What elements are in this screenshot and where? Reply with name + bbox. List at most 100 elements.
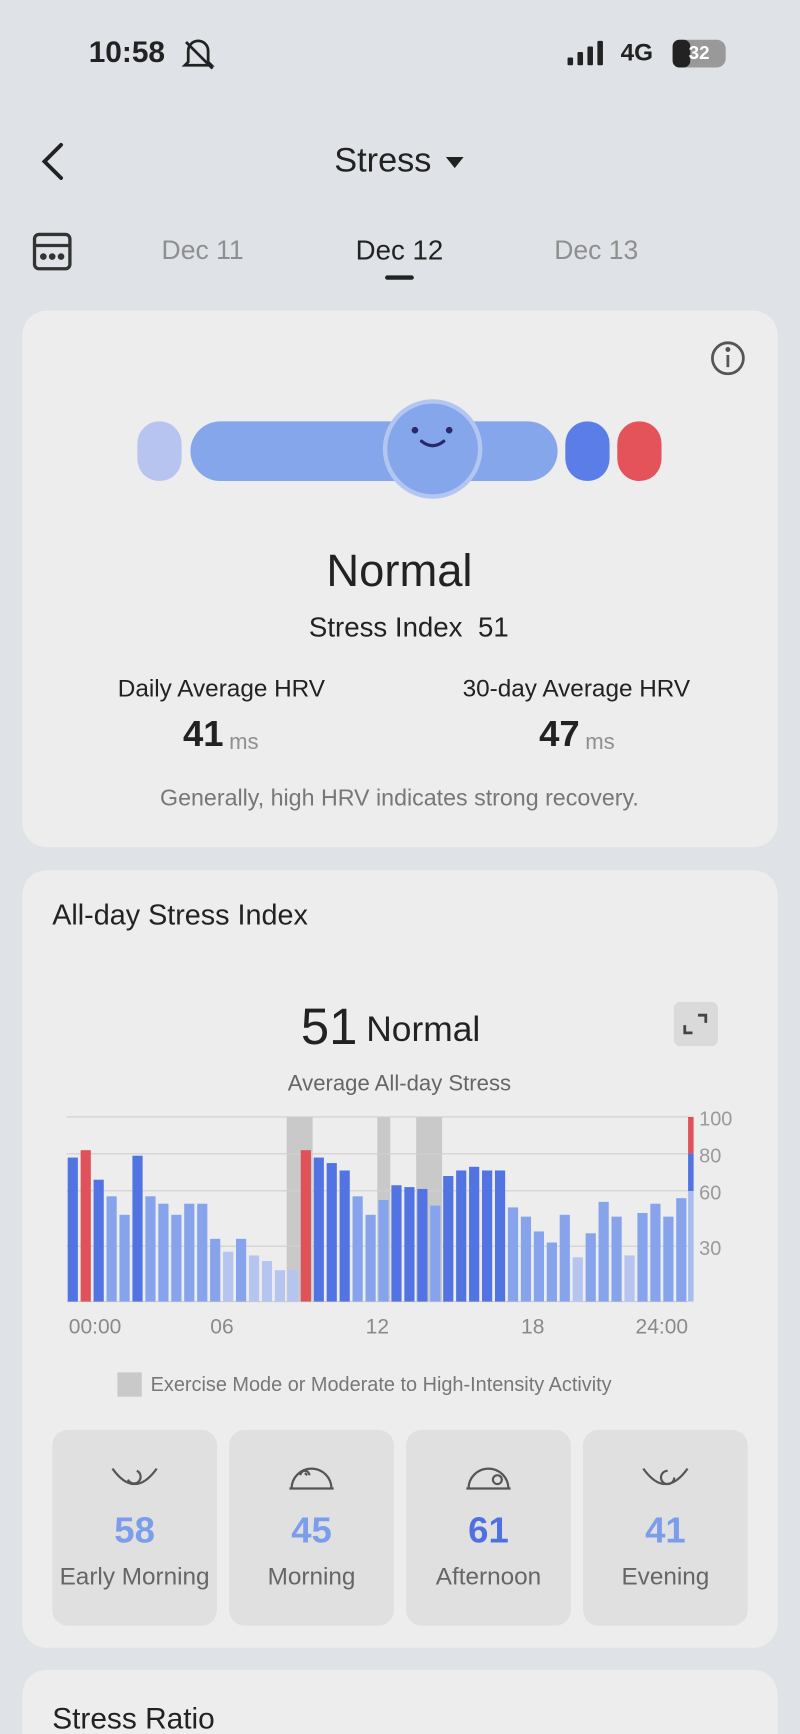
bar [585, 1233, 596, 1302]
bar [676, 1198, 687, 1302]
bar [378, 1200, 389, 1302]
y-tick-label: 100 [699, 1108, 732, 1130]
bar [546, 1242, 557, 1302]
x-tick-label: 24:00 [636, 1316, 689, 1339]
battery-text: 32 [689, 42, 710, 63]
bar [80, 1150, 91, 1302]
period-icon [111, 1467, 158, 1485]
x-tick-label: 12 [366, 1316, 389, 1339]
title-dropdown[interactable] [445, 157, 464, 169]
period-value: 41 [645, 1509, 686, 1550]
bar [171, 1214, 182, 1302]
bar [443, 1176, 454, 1302]
bar [106, 1196, 117, 1302]
chart-subtitle: Average All-day Stress [288, 1071, 511, 1096]
period-label: Afternoon [436, 1563, 541, 1590]
bar [236, 1238, 247, 1302]
bar [611, 1216, 622, 1302]
bar [598, 1201, 609, 1302]
period-tile [583, 1429, 748, 1626]
hrv-unit: ms [229, 729, 258, 754]
stress-index-value: 51 [478, 612, 509, 643]
bar [624, 1255, 635, 1302]
bar [417, 1188, 428, 1302]
plot: 30 60 80 100 00:00 06 12 18 24:00 [66, 1108, 732, 1339]
period-value: 61 [468, 1509, 509, 1550]
x-tick-label: 06 [210, 1316, 233, 1339]
period-tile [52, 1429, 217, 1626]
period-label: Early Morning [60, 1563, 210, 1590]
status-time: 10:58 [89, 36, 165, 69]
x-tick-label: 00:00 [69, 1316, 122, 1339]
ratio-card [22, 1669, 778, 1734]
bar [158, 1203, 169, 1302]
bar [67, 1157, 78, 1302]
bar [520, 1216, 532, 1302]
bar [663, 1216, 674, 1302]
y-tick-label: 80 [699, 1145, 721, 1167]
stress-index-label: Stress Index [309, 612, 463, 643]
bar [313, 1157, 324, 1302]
bar [93, 1179, 104, 1302]
period-tile [229, 1429, 394, 1626]
bar [326, 1163, 337, 1302]
scale-strip [688, 1116, 694, 1302]
bar [482, 1170, 493, 1302]
hrv-label: 30-day Average HRV [463, 675, 691, 702]
bar [469, 1166, 480, 1302]
bar [274, 1270, 286, 1302]
network: 4G [621, 40, 653, 67]
bar [456, 1170, 467, 1302]
bar [430, 1205, 441, 1302]
bar [119, 1214, 130, 1302]
bar [261, 1260, 273, 1302]
bar [352, 1196, 363, 1302]
info-button[interactable] [711, 341, 745, 376]
bar [132, 1155, 143, 1302]
hrv-note: Generally, high HRV indicates strong rec… [160, 785, 639, 811]
legend-swatch [117, 1372, 142, 1397]
period-tile [406, 1429, 571, 1626]
bar [197, 1203, 208, 1302]
section-title: Stress Ratio [52, 1703, 215, 1734]
bar [210, 1238, 221, 1302]
hrv-label: Daily Average HRV [118, 675, 326, 702]
bar [223, 1251, 234, 1302]
bar [365, 1214, 376, 1302]
period-label: Evening [621, 1563, 709, 1590]
stress-gauge [137, 399, 662, 499]
bar [637, 1212, 648, 1302]
page-title[interactable]: Stress [334, 142, 431, 180]
back-button[interactable] [41, 142, 63, 180]
date-tab[interactable]: Dec 11 [162, 235, 244, 265]
average-value: 51 [301, 998, 358, 1055]
bar [184, 1203, 195, 1302]
chart-title: All-day Stress Index [52, 899, 308, 931]
bar [572, 1257, 583, 1302]
hrv-value: 47 [539, 713, 580, 754]
bar [559, 1214, 570, 1302]
bar [248, 1255, 260, 1302]
period-icon [466, 1467, 511, 1490]
y-tick-label: 30 [699, 1238, 721, 1260]
period-tiles: 58 Early Morning 45 Morning 61 Afternoon 41 Eve… [52, 1429, 748, 1626]
expand-button[interactable] [673, 1001, 718, 1047]
bar [300, 1150, 311, 1302]
bar [650, 1203, 661, 1302]
y-tick-label: 60 [699, 1182, 721, 1204]
mute-icon [181, 39, 215, 70]
calendar-icon[interactable] [32, 232, 72, 271]
hrv-value: 41 [183, 713, 224, 754]
date-tab-active[interactable]: Dec 12 [356, 234, 444, 265]
date-tab[interactable]: Dec 13 [554, 235, 638, 265]
period-value: 45 [291, 1509, 332, 1550]
period-icon [642, 1467, 689, 1486]
hrv-unit: ms [585, 729, 614, 754]
bar [533, 1231, 544, 1302]
period-icon [289, 1467, 334, 1490]
date-underline [385, 275, 414, 280]
x-tick-label: 18 [521, 1316, 544, 1339]
period-label: Morning [268, 1563, 356, 1590]
